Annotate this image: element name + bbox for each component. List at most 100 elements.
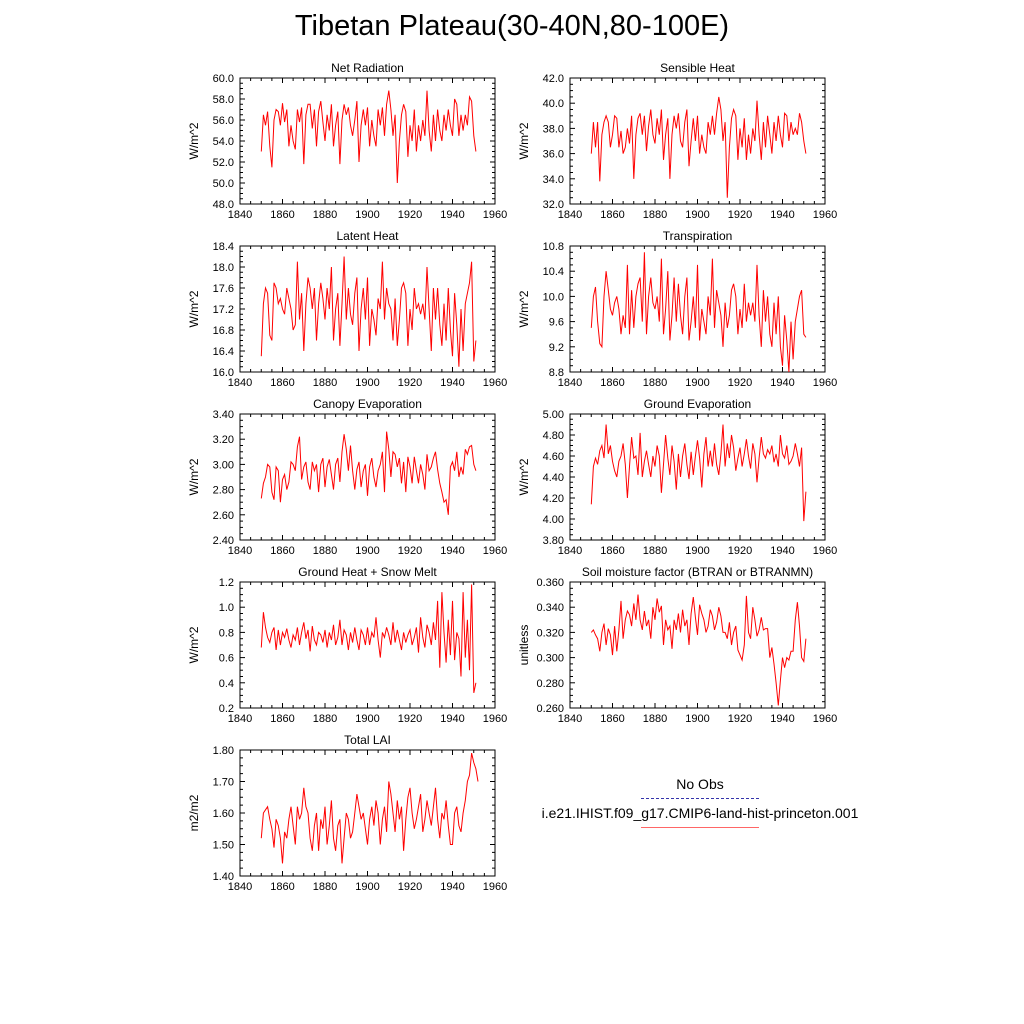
series-line [260,90,477,184]
panel-9: 1840 1860 1880 1900 1920 1940 1960 1.40 1.50 1.60… [187,733,507,893]
y-tick-label: 50.0 [213,178,234,190]
y-tick-label: 0.320 [536,627,564,639]
y-axis-label: W/m^2 [517,122,531,159]
x-tick-label: 1840 [228,545,252,557]
y-tick-label: 1.80 [213,745,234,757]
y-tick-label: 16.4 [213,346,234,358]
x-tick-label: 1880 [313,713,337,725]
x-tick-label: 1840 [228,209,252,221]
y-tick-label: 1.0 [219,602,234,614]
y-tick-label: 17.2 [213,304,234,316]
x-tick-label: 1920 [398,209,422,221]
series-line [590,96,807,198]
series-line [590,252,807,373]
y-tick-label: 1.40 [213,871,234,883]
y-tick-label: 3.80 [543,535,564,547]
x-tick-label: 1880 [643,209,667,221]
x-tick-label: 1940 [770,713,794,725]
y-tick-label: 18.4 [213,241,234,253]
y-axis-label: m2/m2 [187,794,201,831]
figure-title: Tibetan Plateau(30-40N,80-100E) [294,10,730,42]
x-tick-label: 1880 [313,881,337,893]
x-tick-label: 1880 [643,713,667,725]
y-tick-label: 1.60 [213,808,234,820]
x-tick-label: 1920 [728,713,752,725]
y-tick-label: 38.0 [543,123,564,135]
panel-2: 1840 1860 1880 1900 1920 1940 1960 32.0 34.0 36.0… [517,61,837,221]
y-tick-label: 54.0 [213,136,234,148]
panel-1: 1840 1860 1880 1900 1920 1940 1960 48.0 50.0 52.0… [187,61,507,221]
x-tick-label: 1880 [643,545,667,557]
y-tick-label: 10.4 [543,266,564,278]
panel-8: 1840 1860 1880 1900 1920 1940 1960 0.260 0.280 0.… [517,565,837,725]
x-tick-label: 1960 [813,209,837,221]
y-tick-label: 36.0 [543,149,564,161]
x-tick-label: 1860 [600,209,624,221]
x-tick-label: 1860 [600,377,624,389]
y-axis-label: W/m^2 [517,290,531,327]
y-tick-label: 4.60 [543,451,564,463]
series-line [590,594,807,706]
y-tick-label: 0.280 [536,678,564,690]
panel-4: 1840 1860 1880 1900 1920 1940 1960 8.8 9.2 9.6 10.… [517,229,837,389]
x-tick-label: 1860 [270,545,294,557]
y-tick-label: 52.0 [213,157,234,169]
panel-7: 1840 1860 1880 1900 1920 1940 1960 0.2 0.4 0.6 0.8… [187,565,507,725]
y-tick-label: 2.80 [213,485,234,497]
x-tick-label: 1900 [685,209,709,221]
plot-frame [239,581,496,709]
y-tick-label: 0.360 [536,577,564,589]
x-tick-label: 1940 [770,377,794,389]
x-tick-label: 1940 [770,545,794,557]
x-tick-label: 1860 [600,713,624,725]
series-line [260,256,477,367]
y-tick-label: 10.8 [543,241,564,253]
x-tick-label: 1900 [355,713,379,725]
y-tick-label: 8.8 [549,367,564,379]
y-tick-label: 4.00 [543,514,564,526]
panel-5: 1840 1860 1880 1900 1920 1940 1960 2.40 2.60 2.80… [187,397,507,557]
panel-title: Latent Heat [336,229,399,243]
x-tick-label: 1960 [483,713,507,725]
y-tick-label: 0.8 [219,627,234,639]
panel-title: Ground Heat + Snow Melt [298,565,437,579]
y-tick-label: 10.0 [543,291,564,303]
x-tick-label: 1860 [270,377,294,389]
y-tick-label: 40.0 [543,98,564,110]
y-tick-label: 0.6 [219,653,234,665]
y-tick-label: 1.50 [213,840,234,852]
x-tick-label: 1920 [728,377,752,389]
x-tick-label: 1920 [398,377,422,389]
legend-model-label: i.e21.IHIST.f09_g17.CMIP6-land-hist-prin… [541,805,859,821]
y-tick-label: 16.8 [213,325,234,337]
plot-frame [569,77,826,205]
y-tick-label: 17.6 [213,283,234,295]
y-tick-label: 9.6 [549,317,564,329]
x-tick-label: 1920 [728,545,752,557]
x-tick-label: 1900 [355,377,379,389]
y-tick-label: 4.20 [543,493,564,505]
x-tick-label: 1920 [398,713,422,725]
x-tick-label: 1860 [270,209,294,221]
y-tick-label: 2.40 [213,535,234,547]
panel-3: 1840 1860 1880 1900 1920 1940 1960 16.0 16.4 16.8… [187,229,507,389]
y-axis-label: W/m^2 [187,290,201,327]
panel-title: Transpiration [663,229,733,243]
y-tick-label: 16.0 [213,367,234,379]
y-tick-label: 4.40 [543,472,564,484]
x-tick-label: 1840 [228,713,252,725]
panel-title: Canopy Evaporation [313,397,422,411]
y-axis-label: W/m^2 [187,458,201,495]
x-tick-label: 1860 [270,881,294,893]
y-tick-label: 56.0 [213,115,234,127]
legend-obs-line [641,798,759,799]
plot-frame [569,413,826,541]
legend: No Obs i.e21.IHIST.f09_g17.CMIP6-land-hi… [520,776,880,828]
x-tick-label: 1840 [558,713,582,725]
x-tick-label: 1860 [270,713,294,725]
y-tick-label: 2.60 [213,510,234,522]
x-tick-label: 1940 [770,209,794,221]
x-tick-label: 1920 [728,209,752,221]
x-tick-label: 1880 [313,377,337,389]
y-tick-label: 3.20 [213,434,234,446]
